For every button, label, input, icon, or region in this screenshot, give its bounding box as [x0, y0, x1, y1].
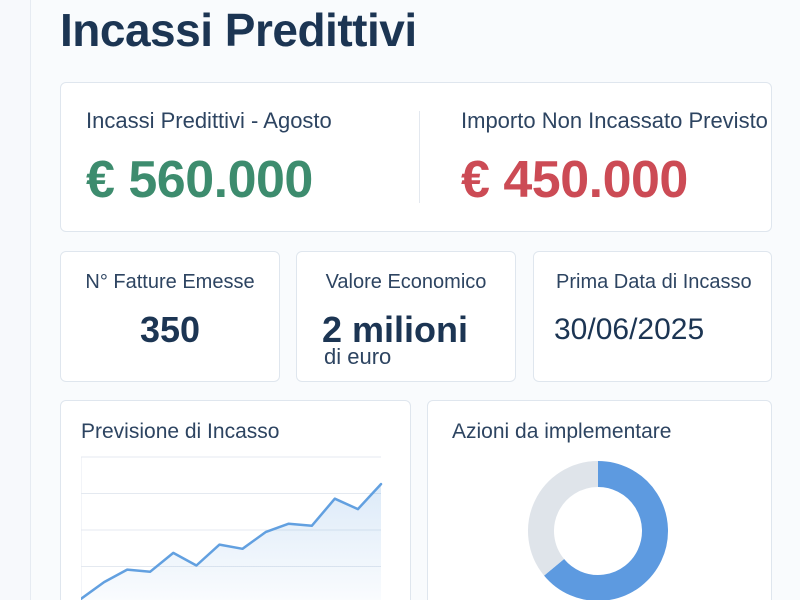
- forecast-kpi: Incassi Predittivi - Agosto € 560.000: [86, 105, 332, 213]
- donut-slice-1: [544, 461, 668, 600]
- economic-value-label: Valore Economico: [325, 271, 487, 293]
- kpi-divider: [419, 111, 420, 203]
- economic-value-value: 2 milioni: [322, 309, 469, 350]
- uncollected-kpi-value: € 450.000: [461, 151, 688, 209]
- forecast-area-fill: [81, 484, 381, 600]
- forecast-kpi-value: € 560.000: [86, 151, 313, 209]
- uncollected-kpi-label: Importo Non Incassato Previsto: [461, 108, 768, 133]
- actions-chart-card: Azioni da implementare: [427, 400, 772, 600]
- first-date-label: Prima Data di Incasso: [556, 271, 752, 293]
- forecast-line: [81, 482, 383, 600]
- economic-value-card: Valore Economico 2 milioni di euro: [296, 251, 516, 382]
- uncollected-kpi: Importo Non Incassato Previsto € 450.000: [461, 105, 768, 213]
- invoices-card: N° Fatture Emesse 350: [60, 251, 280, 382]
- economic-value-unit: di euro: [324, 344, 392, 369]
- invoices-label: N° Fatture Emesse: [85, 271, 255, 293]
- invoices-value: 350: [139, 309, 201, 350]
- kpi-summary-card: Incassi Predittivi - Agosto € 560.000 Im…: [60, 82, 772, 232]
- actions-chart-title: Azioni da implementare: [452, 420, 672, 443]
- forecast-chart-card: Previsione di Incasso: [60, 400, 411, 600]
- first-date-card: Prima Data di Incasso 30/06/2025: [533, 251, 772, 382]
- forecast-area-chart: [81, 456, 383, 600]
- forecast-chart-title: Previsione di Incasso: [81, 420, 280, 443]
- page-title: Incassi Predittivi: [60, 4, 417, 56]
- actions-donut-chart: [528, 461, 668, 600]
- forecast-kpi-label: Incassi Predittivi - Agosto: [86, 108, 332, 133]
- donut-slice-2: [528, 461, 599, 576]
- first-date-value: 30/06/2025: [554, 313, 705, 346]
